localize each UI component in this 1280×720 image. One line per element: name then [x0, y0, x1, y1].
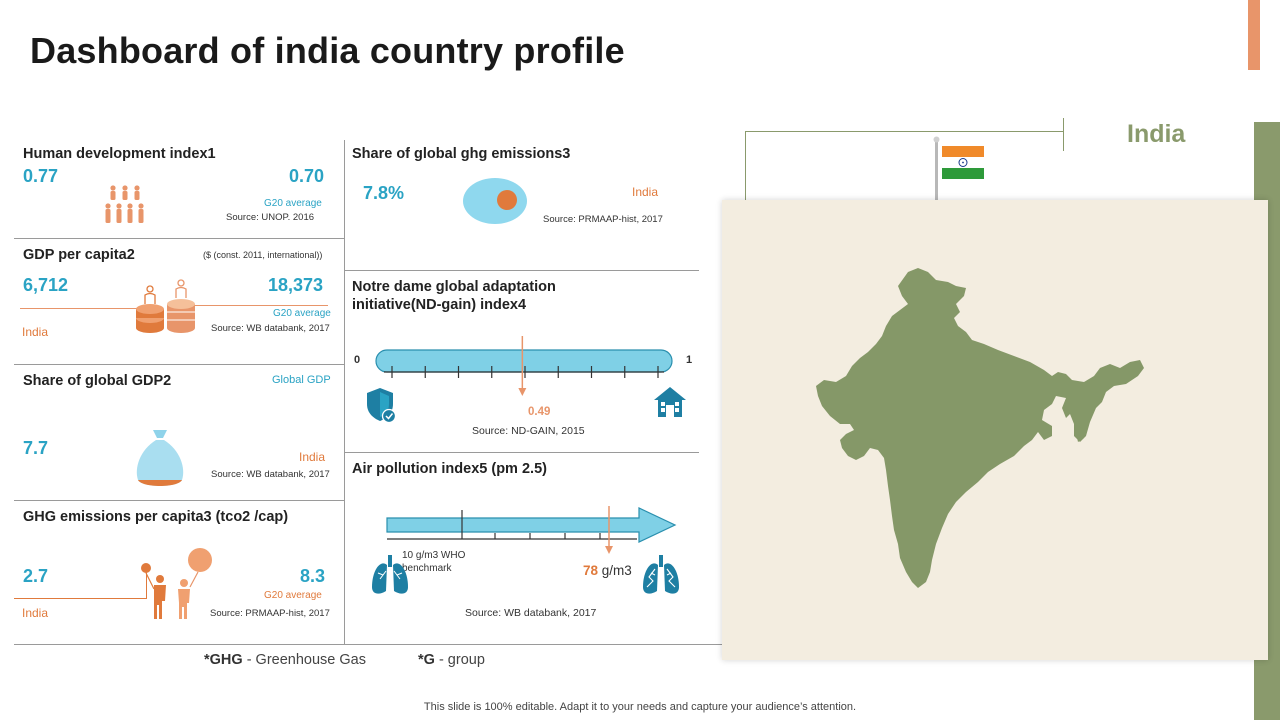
air-india-number: 78 [583, 563, 599, 578]
divider-bottom [14, 644, 724, 645]
footnote-ghg: *GHG - Greenhouse Gas [204, 652, 366, 668]
air-india-value: 78 g/m3 [583, 563, 632, 578]
divider-vertical [344, 140, 345, 644]
share-gdp-india-label: India [299, 450, 326, 464]
nd-gain-title-line2: initiative(ND-gain) index4 [352, 297, 527, 313]
share-ghg-source: Source: PRMAAP-hist, 2017 [543, 214, 663, 225]
accent-bar-top [1248, 0, 1260, 70]
air-india-unit: g/m3 [598, 563, 632, 578]
house-icon [654, 387, 686, 417]
gdp-per-capita-title: GDP per capita2 [23, 247, 135, 263]
footnote-ghg-text: - Greenhouse Gas [242, 652, 366, 668]
share-gdp-source: Source: WB databank, 2017 [211, 469, 330, 480]
gdp-g20-label: G20 average [273, 308, 331, 319]
hdi-title: Human development index1 [23, 146, 216, 162]
india-flag-icon [933, 136, 984, 202]
india-map [816, 268, 1144, 588]
ghg-india-riser [146, 572, 147, 599]
share-ghg-title: Share of global ghg emissions3 [352, 146, 571, 162]
divider-share-gdp [14, 500, 344, 501]
people-balloons-icon [141, 548, 212, 619]
nd-gain-scale [375, 336, 673, 396]
bottom-note: This slide is 100% editable. Adapt it to… [423, 701, 857, 713]
nd-gain-source: Source: ND-GAIN, 2015 [472, 425, 585, 437]
footnote-g: *G - group [418, 652, 485, 668]
nd-gain-value-label: 0.49 [528, 406, 551, 418]
gdp-g20-line [182, 305, 328, 306]
nd-gain-min-label: 0 [354, 354, 361, 366]
nd-gain-title-line1: Notre dame global adaptation [352, 279, 556, 295]
gdp-per-capita-unit: ($ (const. 2011, international)) [203, 250, 323, 260]
page-title: Dashboard of india country profile [30, 30, 625, 71]
hdi-g20-value: 0.70 [289, 166, 325, 186]
lungs-icon [372, 555, 408, 594]
map-callout-line [745, 131, 1063, 201]
ghg-per-capita-title: GHG emissions per capita3 (tco2 /cap) [23, 509, 289, 525]
air-pollution-title: Air pollution index5 (pm 2.5) [352, 461, 547, 477]
share-ghg-value: 7.8% [363, 183, 405, 203]
gdp-india-value: 6,712 [23, 275, 69, 295]
hdi-source: Source: UNOP. 2016 [226, 212, 315, 223]
share-gdp-value: 7.7 [23, 438, 49, 458]
people-group-icon [105, 185, 144, 223]
gdp-india-line [20, 308, 150, 309]
nd-gain-marker-arrow [518, 388, 527, 396]
divider-gdp [14, 364, 344, 365]
footnote-g-text: - group [434, 652, 485, 668]
divider-nd-gain [344, 452, 699, 453]
coin-stacks-icon [136, 279, 195, 333]
ghg-india-line [14, 598, 146, 599]
ghg-india-label: India [22, 606, 49, 620]
ghg-india-value: 2.7 [23, 566, 49, 586]
divider-hdi [14, 238, 344, 239]
who-benchmark-label: 10 g/m3 WHO benchmark [402, 550, 466, 574]
ghg-source: Source: PRMAAP-hist, 2017 [210, 608, 330, 619]
ghg-g20-label: G20 average [264, 590, 322, 601]
air-pollution-arrow [386, 506, 677, 554]
map-callout-riser [1063, 118, 1064, 151]
footnote-g-abbr: *G [418, 652, 435, 668]
damaged-lungs-icon [643, 555, 679, 594]
share-gdp-global-label: Global GDP [272, 374, 331, 386]
gdp-source: Source: WB databank, 2017 [211, 323, 330, 334]
country-name: India [1127, 120, 1186, 148]
footnote-ghg-abbr: *GHG [204, 652, 243, 668]
gdp-g20-value: 18,373 [268, 275, 324, 295]
ghg-share-bubble-icon [463, 178, 527, 224]
share-ghg-india-label: India [632, 185, 659, 199]
gdp-india-label: India [22, 325, 49, 339]
shield-check-icon [367, 388, 397, 424]
ghg-g20-value: 8.3 [300, 566, 326, 586]
nd-gain-max-label: 1 [686, 354, 693, 366]
money-bag-icon [136, 430, 184, 486]
divider-share-ghg [344, 270, 699, 271]
share-gdp-title: Share of global GDP2 [23, 373, 172, 389]
map-panel [722, 200, 1268, 660]
air-pollution-source: Source: WB databank, 2017 [465, 607, 597, 619]
hdi-india-value: 0.77 [23, 166, 59, 186]
hdi-g20-label: G20 average [264, 198, 322, 209]
